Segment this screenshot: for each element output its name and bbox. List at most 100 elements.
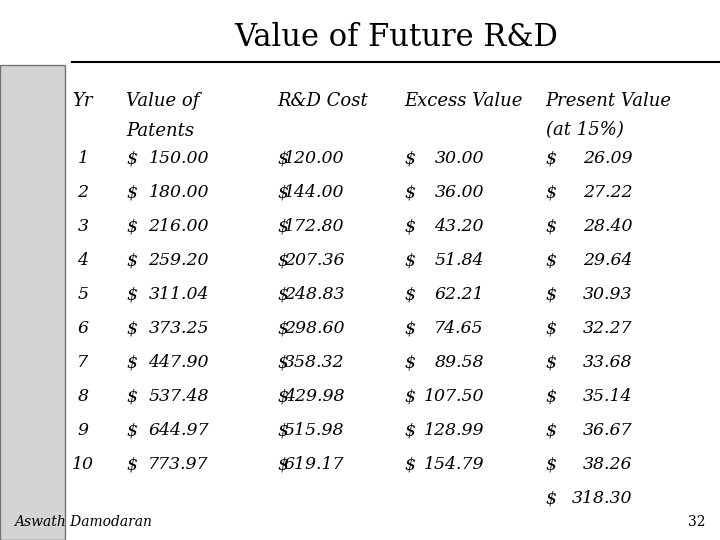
Text: 318.30: 318.30 <box>572 490 632 507</box>
Text: (at 15%): (at 15%) <box>546 122 624 139</box>
Text: $: $ <box>126 320 137 337</box>
Text: 154.79: 154.79 <box>423 456 484 473</box>
Text: $: $ <box>277 354 288 371</box>
Text: 5: 5 <box>77 286 89 303</box>
Text: 644.97: 644.97 <box>148 422 209 439</box>
Text: $: $ <box>277 320 288 337</box>
Text: $: $ <box>405 388 415 405</box>
Text: Value of: Value of <box>126 92 199 110</box>
Text: 107.50: 107.50 <box>423 388 484 405</box>
FancyBboxPatch shape <box>0 65 65 540</box>
Text: $: $ <box>546 422 557 439</box>
Text: 515.98: 515.98 <box>284 422 344 439</box>
Text: 259.20: 259.20 <box>148 252 209 269</box>
Text: 89.58: 89.58 <box>434 354 484 371</box>
Text: 311.04: 311.04 <box>148 286 209 303</box>
Text: 35.14: 35.14 <box>582 388 632 405</box>
Text: Patents: Patents <box>126 122 194 139</box>
Text: $: $ <box>546 184 557 201</box>
Text: Value of Future R&D: Value of Future R&D <box>234 22 558 52</box>
Text: $: $ <box>126 184 137 201</box>
Text: 26.09: 26.09 <box>582 150 632 167</box>
Text: 27.22: 27.22 <box>582 184 632 201</box>
Text: 447.90: 447.90 <box>148 354 209 371</box>
Text: $: $ <box>126 286 137 303</box>
Text: $: $ <box>546 490 557 507</box>
Text: 7: 7 <box>77 354 89 371</box>
Text: $: $ <box>405 354 415 371</box>
Text: $: $ <box>405 320 415 337</box>
Text: 32: 32 <box>688 515 706 529</box>
Text: $: $ <box>405 456 415 473</box>
Text: 180.00: 180.00 <box>148 184 209 201</box>
Text: 29.64: 29.64 <box>582 252 632 269</box>
Text: Yr: Yr <box>73 92 93 110</box>
Text: 4: 4 <box>77 252 89 269</box>
Text: $: $ <box>126 422 137 439</box>
Text: 248.83: 248.83 <box>284 286 344 303</box>
Text: $: $ <box>546 388 557 405</box>
Text: 30.93: 30.93 <box>582 286 632 303</box>
Text: 8: 8 <box>77 388 89 405</box>
Text: 10: 10 <box>72 456 94 473</box>
Text: 144.00: 144.00 <box>284 184 344 201</box>
Text: 74.65: 74.65 <box>434 320 484 337</box>
Text: $: $ <box>546 150 557 167</box>
Text: R&D Cost: R&D Cost <box>277 92 368 110</box>
Text: $: $ <box>126 252 137 269</box>
Text: $: $ <box>546 218 557 235</box>
Text: $: $ <box>546 286 557 303</box>
Text: $: $ <box>277 184 288 201</box>
Text: $: $ <box>126 388 137 405</box>
Text: Excess Value: Excess Value <box>405 92 523 110</box>
Text: 1: 1 <box>77 150 89 167</box>
Text: $: $ <box>405 184 415 201</box>
Text: $: $ <box>405 252 415 269</box>
Text: $: $ <box>277 218 288 235</box>
Text: $: $ <box>546 320 557 337</box>
Text: 9: 9 <box>77 422 89 439</box>
Text: 298.60: 298.60 <box>284 320 344 337</box>
Text: 537.48: 537.48 <box>148 388 209 405</box>
Text: 3: 3 <box>77 218 89 235</box>
Text: Aswath Damodaran: Aswath Damodaran <box>14 515 152 529</box>
Text: 120.00: 120.00 <box>284 150 344 167</box>
Text: $: $ <box>277 388 288 405</box>
Text: 2: 2 <box>77 184 89 201</box>
Text: 43.20: 43.20 <box>434 218 484 235</box>
Text: $: $ <box>277 422 288 439</box>
Text: 6: 6 <box>77 320 89 337</box>
Text: $: $ <box>405 422 415 439</box>
Text: 36.67: 36.67 <box>582 422 632 439</box>
Text: 207.36: 207.36 <box>284 252 344 269</box>
Text: 216.00: 216.00 <box>148 218 209 235</box>
Text: 28.40: 28.40 <box>582 218 632 235</box>
Text: $: $ <box>405 150 415 167</box>
Text: $: $ <box>126 218 137 235</box>
Text: 172.80: 172.80 <box>284 218 344 235</box>
Text: 150.00: 150.00 <box>148 150 209 167</box>
Text: 358.32: 358.32 <box>284 354 344 371</box>
Text: $: $ <box>126 150 137 167</box>
Text: $: $ <box>546 456 557 473</box>
Text: 30.00: 30.00 <box>434 150 484 167</box>
Text: $: $ <box>126 456 137 473</box>
Text: 32.27: 32.27 <box>582 320 632 337</box>
Text: 38.26: 38.26 <box>582 456 632 473</box>
Text: 773.97: 773.97 <box>148 456 209 473</box>
Text: 62.21: 62.21 <box>434 286 484 303</box>
Text: $: $ <box>405 218 415 235</box>
Text: $: $ <box>126 354 137 371</box>
Text: 33.68: 33.68 <box>582 354 632 371</box>
Text: $: $ <box>277 456 288 473</box>
Text: $: $ <box>277 252 288 269</box>
Text: 619.17: 619.17 <box>284 456 344 473</box>
Text: 36.00: 36.00 <box>434 184 484 201</box>
Text: Present Value: Present Value <box>546 92 672 110</box>
Text: 128.99: 128.99 <box>423 422 484 439</box>
Text: $: $ <box>546 252 557 269</box>
Text: 51.84: 51.84 <box>434 252 484 269</box>
Text: 429.98: 429.98 <box>284 388 344 405</box>
Text: $: $ <box>277 286 288 303</box>
Text: 373.25: 373.25 <box>148 320 209 337</box>
